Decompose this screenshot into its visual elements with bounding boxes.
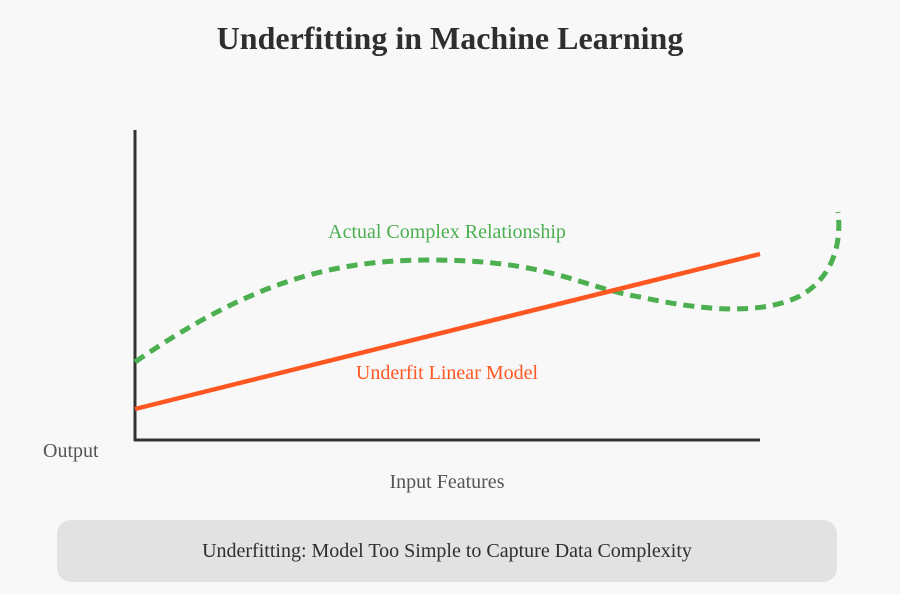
actual-relationship-curve xyxy=(133,211,842,365)
y-axis-label: Output xyxy=(43,440,99,462)
caption-box: Underfitting: Model Too Simple to Captur… xyxy=(57,520,837,582)
page-title: Underfitting in Machine Learning xyxy=(216,20,684,56)
underfit-linear-model-line xyxy=(134,251,761,412)
x-axis-label: Input Features xyxy=(390,471,505,493)
actual-relationship-label: Actual Complex Relationship xyxy=(328,221,566,243)
caption-text: Underfitting: Model Too Simple to Captur… xyxy=(202,539,692,562)
underfit-model-label: Underfit Linear Model xyxy=(356,362,539,384)
